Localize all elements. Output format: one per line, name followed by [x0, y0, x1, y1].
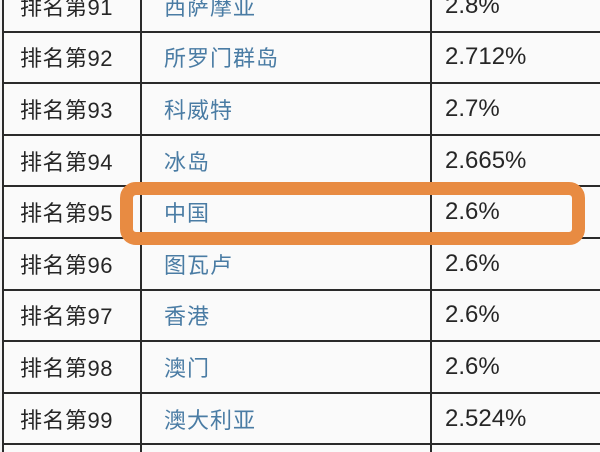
table-row: 排名第92 所罗门群岛 2.712% — [4, 32, 600, 85]
table-row-highlighted: 排名第95 中国 2.6% — [4, 187, 600, 239]
cell-rank: 排名第91 — [20, 0, 113, 20]
table-row: 排名第96 图瓦卢 2.6% — [4, 238, 600, 291]
cell-percent: 2.524% — [445, 404, 527, 432]
cell-name[interactable]: 所罗门群岛 — [140, 32, 432, 83]
cell-name-empty — [140, 445, 432, 452]
cell-percent: 2.6% — [445, 198, 500, 226]
cell-percent: 2.8% — [445, 0, 500, 19]
cell-percent: 2.6% — [445, 352, 500, 380]
cell-rank: 排名第95 — [20, 201, 113, 227]
cell-name[interactable]: 香港 — [140, 290, 432, 341]
table-row: 排名第99 澳大利亚 2.524% — [4, 393, 600, 446]
cell-percent: 2.665% — [445, 146, 527, 174]
cell-rank-empty — [4, 445, 140, 452]
table-row: 排名第93 科威特 2.7% — [4, 84, 600, 136]
cell-name[interactable]: 西萨摩亚 — [140, 0, 432, 31]
cell-name[interactable]: 冰岛 — [140, 135, 432, 186]
cell-name[interactable]: 图瓦卢 — [140, 238, 432, 289]
cell-rank: 排名第92 — [20, 46, 113, 72]
table-row: 排名第91 西萨摩亚 2.8% — [4, 0, 600, 33]
cell-rank: 排名第97 — [20, 304, 113, 330]
cell-rank: 排名第94 — [20, 149, 113, 175]
cell-percent: 2.6% — [445, 249, 500, 277]
cell-rank: 排名第96 — [20, 252, 113, 278]
cell-rank: 排名第98 — [20, 355, 113, 381]
cell-percent-empty — [432, 445, 600, 452]
cell-percent: 2.6% — [445, 301, 500, 329]
cell-name[interactable]: 中国 — [140, 187, 432, 237]
table-row: 排名第97 香港 2.6% — [4, 290, 600, 343]
cell-rank: 排名第93 — [20, 97, 113, 123]
table-row: 排名第98 澳门 2.6% — [4, 342, 600, 394]
cell-name[interactable]: 科威特 — [140, 84, 432, 134]
cell-name[interactable]: 澳门 — [140, 342, 432, 392]
cell-name[interactable]: 澳大利亚 — [140, 393, 432, 444]
cell-rank: 排名第99 — [20, 407, 113, 433]
table-row-partial — [4, 445, 600, 452]
cell-percent: 2.712% — [445, 43, 527, 71]
cell-percent: 2.7% — [445, 94, 500, 122]
table-row: 排名第94 冰岛 2.665% — [4, 135, 600, 188]
